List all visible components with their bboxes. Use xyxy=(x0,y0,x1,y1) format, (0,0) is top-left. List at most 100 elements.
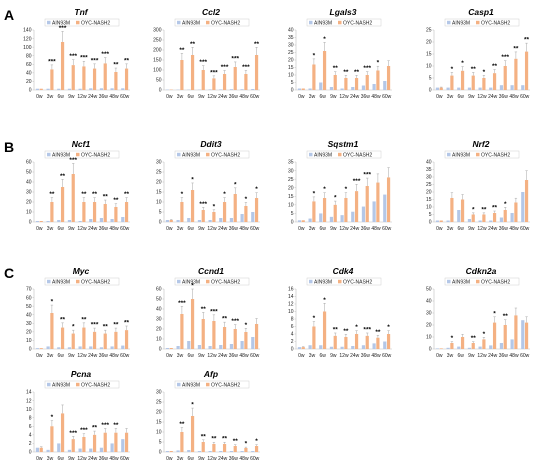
significance-label: ** xyxy=(471,66,477,73)
significance-label: ** xyxy=(333,326,339,333)
bar-oyc-nash2 xyxy=(450,343,454,349)
legend-swatch-oyc-nash2 xyxy=(206,382,210,387)
bar-oyc-nash2 xyxy=(71,174,75,222)
significance-label: ** xyxy=(233,438,239,445)
legend-label-oyc-nash2: OYC-NASH2 xyxy=(343,20,372,26)
bar-ain93m xyxy=(46,88,50,90)
x-tick-label: 60w xyxy=(382,226,392,232)
legend-box xyxy=(306,150,382,159)
x-tick-label: 3w xyxy=(47,226,54,232)
x-tick-label: 3w xyxy=(177,226,184,232)
legend-box xyxy=(174,380,250,389)
significance-label: * xyxy=(483,69,486,76)
significance-label: *** xyxy=(210,69,218,76)
bar-oyc-nash2 xyxy=(492,322,497,349)
bar-oyc-nash2 xyxy=(124,432,129,452)
bar-ain93m xyxy=(35,88,40,90)
bar-oyc-nash2 xyxy=(92,434,97,452)
y-tick-label: 5 xyxy=(291,211,294,217)
x-tick-label: 48w xyxy=(509,353,519,359)
y-tick-label: 10 xyxy=(288,309,294,315)
significance-label: *** xyxy=(363,65,371,72)
bar-oyc-nash2 xyxy=(82,202,86,222)
bar-oyc-nash2 xyxy=(254,198,259,222)
significance-label: *** xyxy=(353,178,361,185)
legend-label-oyc-nash2: OYC-NASH2 xyxy=(481,152,510,158)
legend-swatch-ain93m xyxy=(309,20,313,25)
legend-label-ain93m: AIN93M xyxy=(52,152,70,158)
x-tick-label: 9w xyxy=(468,353,475,359)
y-tick-label: 120 xyxy=(23,36,32,42)
x-tick-label: 36w xyxy=(229,226,239,232)
x-tick-label: 48w xyxy=(509,226,519,232)
bar-ain93m xyxy=(478,346,482,349)
significance-label: *** xyxy=(101,51,109,58)
bar-oyc-nash2 xyxy=(333,75,337,90)
bar-ain93m xyxy=(240,341,244,349)
significance-label: * xyxy=(255,438,258,445)
x-tick-label: 12w xyxy=(477,226,487,232)
legend-swatch-ain93m xyxy=(177,279,181,284)
significance-label: * xyxy=(345,186,348,193)
x-tick-label: 3w xyxy=(447,226,454,232)
bar-oyc-nash2 xyxy=(244,448,248,452)
y-tick-label: 25 xyxy=(156,170,162,176)
legend-swatch-oyc-nash2 xyxy=(476,279,480,284)
legend-swatch-oyc-nash2 xyxy=(338,279,342,284)
significance-label: * xyxy=(323,297,326,304)
x-tick-label: 48w xyxy=(239,226,249,232)
y-tick-label: 30 xyxy=(288,168,294,174)
x-tick-label: 3w xyxy=(309,94,316,100)
bar-oyc-nash2 xyxy=(60,327,65,349)
legend-swatch-ain93m xyxy=(447,152,451,157)
x-tick-label: 3w xyxy=(309,353,316,359)
x-tick-label: 6w xyxy=(57,353,64,359)
significance-label: ** xyxy=(492,63,498,70)
bar-ain93m xyxy=(446,220,450,222)
bar-ain93m xyxy=(67,449,72,452)
bar-oyc-nash2 xyxy=(514,202,518,222)
significance-label: ** xyxy=(354,69,360,76)
x-tick-label: 0w xyxy=(36,456,43,462)
bar-oyc-nash2 xyxy=(376,182,380,222)
significance-label: * xyxy=(234,181,237,188)
x-tick-label: 6w xyxy=(457,226,464,232)
bar-ain93m xyxy=(457,346,461,349)
y-tick-label: 35 xyxy=(288,160,294,166)
y-tick-label: 15 xyxy=(156,420,162,426)
bar-oyc-nash2 xyxy=(301,220,305,222)
chart-title: Myc xyxy=(73,266,90,276)
y-tick-label: 30 xyxy=(156,160,162,166)
bar-ain93m xyxy=(89,346,93,349)
bar-ain93m xyxy=(187,218,191,222)
bar-oyc-nash2 xyxy=(514,58,518,90)
bar-ain93m xyxy=(251,89,255,90)
bar-ain93m xyxy=(46,449,50,452)
bar-oyc-nash2 xyxy=(82,437,86,452)
bar-oyc-nash2 xyxy=(376,337,380,349)
bar-oyc-nash2 xyxy=(244,206,248,222)
y-tick-label: 0 xyxy=(29,88,32,94)
bar-ain93m xyxy=(383,81,387,90)
legend-label-oyc-nash2: OYC-NASH2 xyxy=(81,382,110,388)
legend: AIN93M OYC-NASH2 xyxy=(44,380,120,388)
bar-oyc-nash2 xyxy=(333,204,337,222)
y-tick-label: 35 xyxy=(288,35,294,41)
legend-label-ain93m: AIN93M xyxy=(52,20,70,26)
bar-ain93m xyxy=(110,346,114,349)
x-tick-label: 60w xyxy=(250,226,260,232)
bar-oyc-nash2 xyxy=(492,73,497,90)
significance-label: ** xyxy=(503,313,509,320)
bar-oyc-nash2 xyxy=(439,87,443,90)
bar-oyc-nash2 xyxy=(376,70,380,90)
x-tick-label: 6w xyxy=(319,226,326,232)
x-tick-label: 9w xyxy=(468,94,475,100)
significance-label: * xyxy=(245,196,248,203)
bar-ain93m xyxy=(319,82,323,90)
bar-ain93m xyxy=(361,345,366,349)
x-tick-label: 48w xyxy=(109,94,119,100)
bar-oyc-nash2 xyxy=(233,194,237,222)
significance-label: ** xyxy=(113,197,119,204)
legend-swatch-ain93m xyxy=(309,152,313,157)
